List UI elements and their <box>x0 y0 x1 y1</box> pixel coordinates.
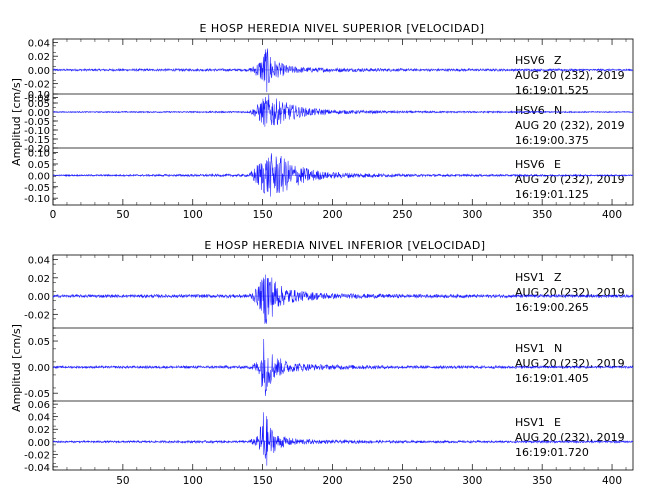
y-tick-label: -0.05 <box>24 183 50 194</box>
y-tick-label: 0.00 <box>28 438 50 449</box>
time-label: 16:19:01.125 <box>515 188 589 201</box>
trace-waveform <box>52 412 634 466</box>
trace-panel-superior-n: HSV6 N AUG 20 (232), 2019 16:19:00.375 <box>515 104 625 147</box>
trace-panel-inferior-z: HSV1 Z AUG 20 (232), 2019 16:19:00.265 <box>515 271 625 314</box>
y-tick-label: -0.05 <box>24 389 50 400</box>
time-label: 16:19:00.375 <box>515 134 589 147</box>
component-label: N <box>554 104 562 117</box>
component-label: E <box>554 416 561 429</box>
y-tick-label: -0.02 <box>24 450 50 461</box>
y-tick-label: -0.20 <box>24 144 50 155</box>
x-tick-label: 150 <box>253 475 273 487</box>
y-tick-label: 0.02 <box>28 425 50 436</box>
component-label: E <box>554 158 561 171</box>
x-tick-label: 100 <box>183 209 203 221</box>
x-tick-label: 250 <box>392 209 412 221</box>
component-label: N <box>554 342 562 355</box>
y-tick-label: 0.05 <box>28 160 50 171</box>
x-tick-label: 300 <box>462 475 482 487</box>
trace-waveform <box>52 274 634 324</box>
chart-title-superior: E HOSP HEREDIA NIVEL SUPERIOR [VELOCIDAD… <box>199 22 484 35</box>
y-tick-label: 0.00 <box>28 292 50 303</box>
trace-waveform <box>52 48 634 93</box>
trace-panel-superior-e: HSV6 E AUG 20 (232), 2019 16:19:01.125 <box>515 158 625 201</box>
x-tick-label: 400 <box>602 475 622 487</box>
trace-waveform <box>52 94 634 127</box>
station-label: HSV1 <box>515 416 545 429</box>
x-tick-label: 0 <box>50 209 57 221</box>
y-tick-label: 0.00 <box>28 108 50 119</box>
y-tick-label: 0.10 <box>28 90 50 101</box>
y-tick-label: 0.02 <box>28 274 50 285</box>
y-tick-label: -0.02 <box>24 80 50 91</box>
station-label: HSV6 <box>515 104 545 117</box>
trace-waveform <box>52 339 634 397</box>
station-label: HSV1 <box>515 342 545 355</box>
x-tick-label: 50 <box>116 209 129 221</box>
date-label: AUG 20 (232), 2019 <box>515 69 625 82</box>
time-label: 16:19:01.525 <box>515 84 589 97</box>
x-tick-label: 200 <box>322 475 342 487</box>
date-label: AUG 20 (232), 2019 <box>515 119 625 132</box>
x-tick-label: 350 <box>532 475 552 487</box>
ylabel-inferior: Amplitud [cm/s] <box>10 324 23 412</box>
x-tick-label: 300 <box>462 209 482 221</box>
y-tick-label: -0.04 <box>24 93 50 104</box>
y-tick-label: -0.05 <box>24 117 50 128</box>
x-tick-label: 250 <box>392 475 412 487</box>
y-tick-label: 0.10 <box>28 149 50 160</box>
plot-frame <box>52 254 634 471</box>
y-tick-label: -0.10 <box>24 126 50 137</box>
time-label: 16:19:00.265 <box>515 301 589 314</box>
component-label: Z <box>554 271 562 284</box>
x-tick-label: 200 <box>322 209 342 221</box>
component-label: Z <box>554 54 562 67</box>
time-label: 16:19:01.720 <box>515 446 589 459</box>
y-tick-label: 0.04 <box>28 38 50 49</box>
time-label: 16:19:01.405 <box>515 372 589 385</box>
y-tick-label: 0.05 <box>28 337 50 348</box>
y-tick-label: 0.00 <box>28 363 50 374</box>
y-tick-label: 0.04 <box>28 256 50 267</box>
y-tick-label: -0.02 <box>24 310 50 321</box>
x-tick-label: 100 <box>183 475 203 487</box>
x-tick-label: 150 <box>253 209 273 221</box>
station-label: HSV6 <box>515 54 545 67</box>
plot-frame <box>52 38 634 206</box>
trace-waveform <box>52 153 634 197</box>
y-tick-label: 0.06 <box>28 400 50 411</box>
y-tick-label: -0.10 <box>24 194 50 205</box>
x-tick-label: 400 <box>602 209 622 221</box>
y-tick-label: 0.05 <box>28 99 50 110</box>
x-tick-label: 50 <box>116 475 129 487</box>
y-tick-label: 0.00 <box>28 66 50 77</box>
y-tick-label: -0.15 <box>24 135 50 146</box>
x-tick-label: 350 <box>532 209 552 221</box>
y-tick-label: 0.00 <box>28 171 50 182</box>
y-tick-label: 0.02 <box>28 52 50 63</box>
date-label: AUG 20 (232), 2019 <box>515 173 625 186</box>
y-tick-label: -0.04 <box>24 463 50 474</box>
station-label: HSV1 <box>515 271 545 284</box>
station-label: HSV6 <box>515 158 545 171</box>
y-tick-label: 0.04 <box>28 413 50 424</box>
chart-title-inferior: E HOSP HEREDIA NIVEL INFERIOR [VELOCIDAD… <box>204 239 485 252</box>
ylabel-superior: Amplitud [cm/s] <box>10 78 23 166</box>
